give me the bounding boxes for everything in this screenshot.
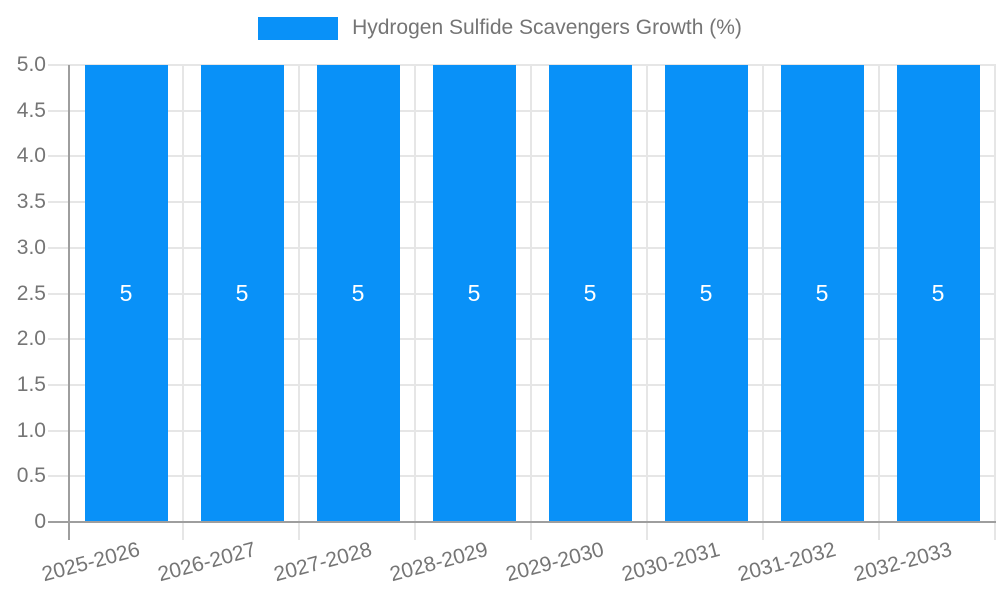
h-gridline — [48, 201, 996, 204]
legend-label: Hydrogen Sulfide Scavengers Growth (%) — [352, 16, 742, 39]
h-gridline — [48, 109, 996, 112]
v-gridline — [762, 65, 764, 540]
bar-value-label: 5 — [583, 279, 597, 306]
y-tick-label: 0 — [34, 510, 46, 533]
v-gridline — [182, 65, 184, 540]
bar-value-label: 5 — [119, 279, 133, 306]
x-tick-label: 2031-2032 — [734, 538, 838, 587]
x-tick-label: 2030-2031 — [618, 538, 722, 587]
h-gridline — [48, 383, 996, 386]
h-gridline — [48, 64, 996, 66]
h-gridline — [48, 475, 996, 478]
y-tick-label: 3.5 — [16, 190, 46, 214]
bar[interactable] — [200, 65, 284, 522]
bar-value-label: 5 — [467, 279, 481, 306]
h-gridline — [48, 429, 996, 432]
bar[interactable] — [84, 65, 168, 522]
plot-area: 5.0 4.5 4.0 3.5 3.0 2.5 2.0 1.5 1.0 0.5 0 5 2025-202… — [17, 54, 996, 586]
v-gridline — [994, 65, 996, 540]
y-tick-label: 5.0 — [16, 53, 46, 76]
v-gridline — [298, 65, 300, 540]
x-tick-label: 2025-2026 — [38, 538, 142, 587]
bar[interactable] — [664, 65, 748, 522]
y-tick-label: 0.5 — [16, 464, 46, 488]
y-tick-label: 4.0 — [16, 144, 46, 168]
x-tick-label: 2029-2030 — [502, 538, 606, 587]
legend[interactable]: Hydrogen Sulfide Scavengers Growth (%) — [0, 16, 1000, 40]
x-tick-label: 2026-2027 — [154, 538, 258, 587]
bar-value-label: 5 — [699, 279, 713, 306]
v-gridline — [878, 65, 880, 540]
h-gridline — [48, 155, 996, 158]
legend-swatch-icon — [258, 16, 339, 40]
y-tick-label: 1.0 — [16, 418, 46, 442]
bar-value-label: 5 — [351, 279, 365, 306]
h-gridline — [48, 338, 996, 341]
bar[interactable] — [316, 65, 400, 522]
bar[interactable] — [548, 65, 632, 522]
v-gridline — [414, 65, 416, 540]
bar-value-label: 5 — [931, 279, 945, 306]
bar[interactable] — [432, 65, 516, 522]
y-tick-label: 3.0 — [16, 235, 46, 259]
bar-value-label: 5 — [235, 279, 249, 306]
v-gridline — [646, 65, 648, 540]
y-tick-label: 1.5 — [16, 372, 46, 396]
y-tick-label: 4.5 — [16, 98, 46, 122]
x-tick-label: 2032-2033 — [850, 538, 954, 587]
bar[interactable] — [896, 65, 980, 522]
h-gridline — [48, 292, 996, 295]
bar-value-label: 5 — [815, 279, 829, 306]
v-gridline — [530, 65, 532, 540]
x-axis-line — [48, 521, 996, 523]
x-tick-label: 2028-2029 — [386, 538, 490, 587]
y-tick-label: 2.0 — [16, 327, 46, 351]
h-gridline — [48, 246, 996, 249]
x-tick-label: 2027-2028 — [270, 538, 374, 587]
y-tick-label: 2.5 — [16, 281, 46, 305]
y-axis-line — [68, 65, 70, 540]
bar[interactable] — [780, 65, 864, 522]
